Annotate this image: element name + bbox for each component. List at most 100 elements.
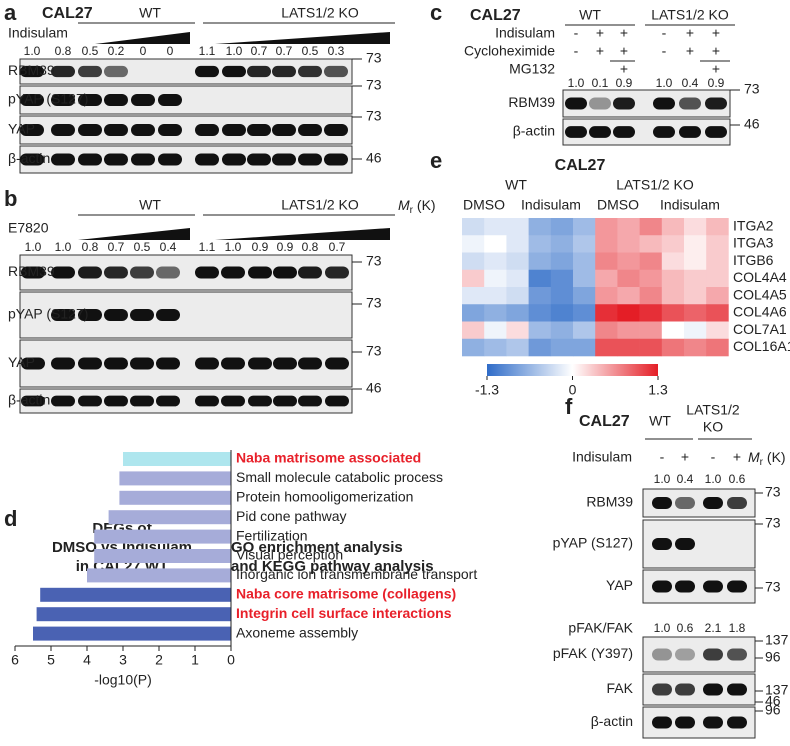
label: E7820 [8,220,49,236]
heatmap-cell [550,235,574,253]
heatmap-cell [684,252,707,271]
band [104,266,128,279]
colorbar-tick-label: -1.3 [475,382,499,398]
mr-subscript: r [760,457,764,468]
heatmap-cell [684,287,707,305]
quant-label: 1.1 [199,240,216,254]
quant-label: 0 [140,44,147,58]
heatmap-cell [550,304,574,322]
band [130,357,154,370]
chart-title: and KEGG pathway analysis [231,558,434,575]
band [705,97,727,110]
heatmap-cell [706,218,729,236]
band [325,266,349,279]
band [21,395,45,407]
heatmap-cell [661,218,685,236]
band [652,683,672,696]
quant-label: 0.2 [108,44,125,58]
heatmap-cell [595,287,618,305]
quant-label: 0.8 [82,240,99,254]
label: Indisulam [572,449,632,465]
band [104,395,128,407]
quant-label: 0.7 [329,240,346,254]
sign: - [711,449,716,465]
heatmap-cell [573,321,596,340]
mr-symbol: M [748,449,760,465]
label: Indisulam [521,197,581,213]
panel-letter: a [4,0,17,25]
bar [87,568,231,583]
band [131,153,155,166]
marker-label: 73 [765,484,781,500]
blot-label: FAK [607,680,634,696]
heatmap-cell [506,287,529,305]
marker-label: 46 [366,380,382,396]
band [727,648,747,661]
mr-label: Mr (K) [748,449,786,468]
heatmap-cell [706,304,729,322]
label: MG132 [509,61,555,77]
heatmap-cell [595,338,618,357]
heatmap-cell [684,321,707,340]
heatmap-cell [595,235,618,253]
x-tick-label: 0 [227,652,235,668]
heatmap-cell [462,287,485,305]
sign: - [662,43,667,59]
band [51,153,75,166]
heatmap-cell [617,287,640,305]
heatmap-cell [550,252,574,271]
label: LATS1/2 KO [616,177,694,193]
heatmap-cell [706,287,729,305]
band [248,266,272,279]
heatmap-title: CAL27 [555,157,606,174]
chart-title: GO enrichment analysis [231,539,403,556]
category-label: Pid cone pathway [236,508,347,524]
label: WT [139,5,161,21]
ratio-label: 2.1 [705,621,722,635]
label: Indisulam [8,25,68,41]
panel-letter: e [430,148,442,173]
heatmap-cell [550,218,574,236]
heatmap-cell [484,321,507,340]
band [675,683,695,696]
blot-label: pFAK (Y397) [553,645,633,661]
heatmap-cell [484,304,507,322]
label: LATS1/2 KO [281,197,359,213]
mr-subscript: r [410,205,414,216]
heatmap-cell [617,321,640,340]
band [613,126,635,138]
quant-label: 0.5 [82,44,99,58]
band [652,497,672,509]
heatmap-cell [639,252,663,271]
heatmap-cell [617,235,640,253]
band [248,357,272,370]
band [158,153,182,166]
row-label: COL4A4 [733,269,787,285]
blot [19,115,353,145]
bar [94,549,231,563]
marker-label: 73 [765,579,781,595]
quant-label: 0.7 [276,44,293,58]
band [221,395,245,407]
band [298,65,322,78]
band [78,309,102,321]
band [324,153,348,166]
heatmap-cell [506,269,529,288]
band [20,124,44,136]
band [675,538,695,550]
band [156,309,180,321]
band [675,497,695,509]
quant-label: 0.4 [677,472,694,486]
bar [123,452,231,466]
band [675,580,695,593]
heatmap-cell [661,304,685,322]
x-tick-label: 3 [119,652,127,668]
quant-label: 0.3 [328,44,345,58]
heatmap-cell [639,269,663,288]
blot-label: β-actin [8,150,50,166]
blot [19,85,353,115]
bar [40,587,232,602]
band [78,357,102,370]
colorbar-tick-label: 0 [569,382,577,398]
panel-letter: b [4,186,17,211]
